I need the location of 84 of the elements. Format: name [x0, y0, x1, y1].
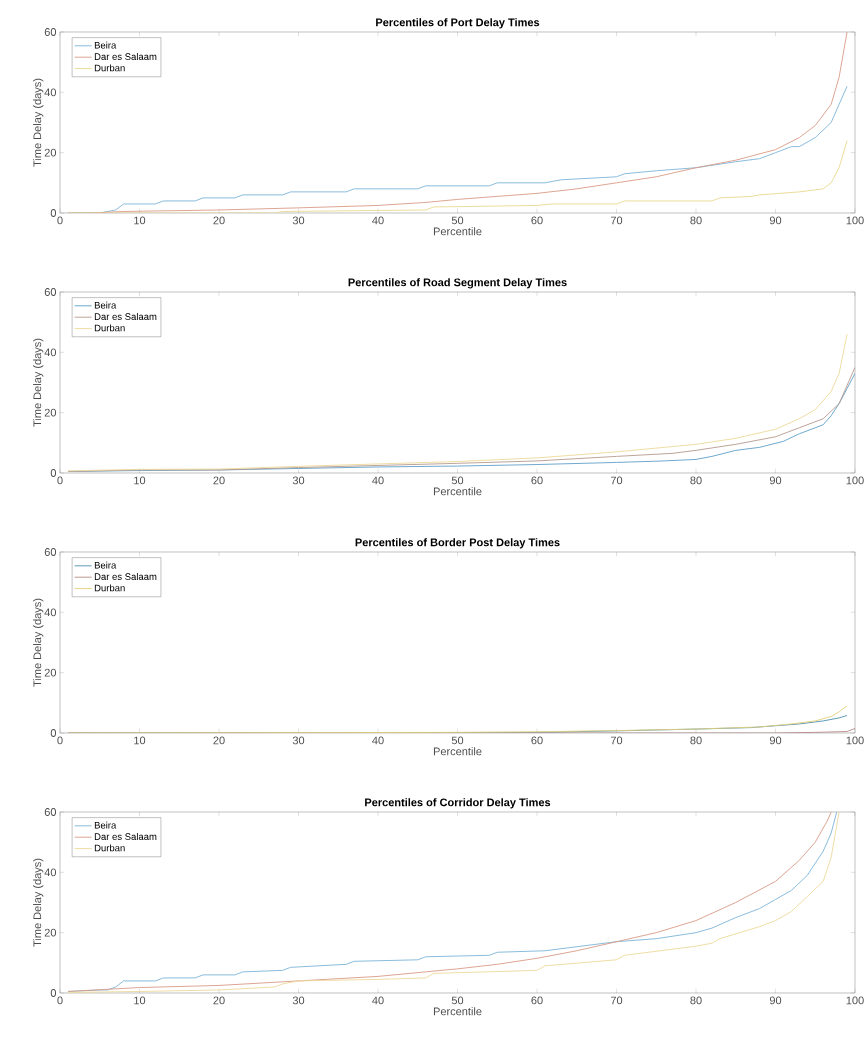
x-tick-label: 70 — [611, 996, 623, 1005]
x-tick-label: 40 — [372, 996, 384, 1005]
legend-label: Beira — [95, 561, 117, 569]
x-tick-label: 30 — [293, 216, 305, 225]
x-tick-label: 30 — [293, 476, 305, 485]
legend-label: Beira — [95, 301, 117, 309]
legend-label: Dar es Salaam — [95, 313, 157, 320]
x-tick-label: 80 — [690, 216, 702, 225]
y-tick-label: 40 — [44, 348, 57, 357]
x-tick-label: 0 — [57, 216, 63, 225]
x-tick-label: 100 — [846, 996, 864, 1005]
legend-label: Dar es Salaam — [95, 573, 157, 580]
x-tick-label: 90 — [770, 736, 782, 745]
x-tick-label: 90 — [770, 476, 782, 485]
y-tick-label: 40 — [44, 608, 57, 617]
x-tick-label: 80 — [690, 476, 702, 485]
x-tick-label: 70 — [611, 216, 623, 225]
x-tick-label: 90 — [770, 216, 782, 225]
legend-label: Dar es Salaam — [95, 833, 157, 840]
x-tick-label: 30 — [293, 736, 305, 745]
x-tick-label: 50 — [452, 996, 464, 1005]
legend-label: Dar es Salaam — [95, 53, 157, 60]
x-tick-label: 70 — [611, 736, 623, 745]
x-tick-label: 40 — [372, 736, 384, 745]
chart-title: Percentiles of Road Segment Delay Times — [348, 278, 567, 289]
legend-label: Durban — [95, 844, 125, 852]
y-axis-title: Time Delay (days) — [33, 338, 44, 427]
y-tick-label: 40 — [44, 88, 57, 97]
x-tick-label: 10 — [134, 216, 146, 225]
x-tick-label: 10 — [134, 996, 146, 1005]
y-tick-label: 0 — [51, 729, 57, 737]
x-axis-title: Percentile — [434, 1007, 482, 1016]
y-tick-label: 60 — [45, 288, 57, 296]
x-tick-label: 40 — [372, 216, 384, 225]
x-tick-label: 20 — [213, 476, 225, 485]
x-tick-label: 60 — [531, 476, 543, 485]
y-axis-title: Time Delay (days) — [33, 598, 44, 687]
x-tick-label: 50 — [452, 476, 464, 485]
x-axis-title: Percentile — [434, 487, 482, 496]
y-tick-label: 0 — [51, 209, 57, 217]
y-tick-label: 0 — [51, 989, 57, 997]
y-tick-label: 20 — [45, 928, 57, 937]
y-tick-label: 20 — [45, 668, 57, 677]
x-tick-label: 20 — [213, 216, 225, 225]
y-tick-label: 20 — [45, 148, 57, 157]
x-tick-label: 20 — [213, 996, 225, 1005]
x-tick-label: 50 — [452, 216, 464, 225]
x-tick-label: 80 — [690, 736, 702, 745]
y-tick-label: 20 — [45, 408, 57, 417]
y-axis-title: Time Delay (days) — [33, 78, 44, 167]
x-tick-label: 100 — [846, 476, 864, 485]
x-tick-label: 60 — [531, 736, 543, 745]
x-tick-label: 30 — [293, 996, 305, 1005]
x-axis-title: Percentile — [434, 747, 482, 756]
legend-label: Durban — [95, 324, 125, 332]
y-axis-title: Time Delay (days) — [33, 858, 44, 947]
chart-title: Percentiles of Border Post Delay Times — [355, 538, 560, 549]
x-tick-label: 100 — [846, 216, 864, 225]
x-tick-label: 0 — [57, 736, 63, 745]
x-tick-label: 0 — [57, 996, 63, 1005]
x-tick-label: 50 — [452, 736, 464, 745]
x-tick-label: 10 — [134, 476, 146, 485]
x-tick-label: 20 — [213, 736, 225, 745]
legend-label: Beira — [95, 821, 117, 829]
y-tick-label: 40 — [44, 868, 57, 877]
x-tick-label: 10 — [134, 736, 146, 745]
y-tick-label: 60 — [45, 548, 57, 556]
y-tick-label: 0 — [51, 469, 57, 477]
y-tick-label: 60 — [45, 808, 57, 816]
x-axis-title: Percentile — [434, 227, 482, 236]
x-tick-label: 70 — [611, 476, 623, 485]
x-tick-label: 60 — [531, 216, 543, 225]
chart-title: Percentiles of Port Delay Times — [376, 18, 540, 29]
x-tick-label: 60 — [531, 996, 543, 1005]
x-tick-label: 90 — [770, 996, 782, 1005]
legend-label: Beira — [95, 41, 117, 49]
x-tick-label: 80 — [690, 996, 702, 1005]
chart-title: Percentiles of Corridor Delay Times — [365, 798, 551, 809]
x-tick-label: 40 — [372, 476, 384, 485]
legend-label: Durban — [95, 64, 125, 72]
legend-label: Durban — [95, 584, 125, 592]
x-tick-label: 100 — [846, 736, 864, 745]
x-tick-label: 0 — [57, 476, 63, 485]
y-tick-label: 60 — [45, 28, 57, 36]
